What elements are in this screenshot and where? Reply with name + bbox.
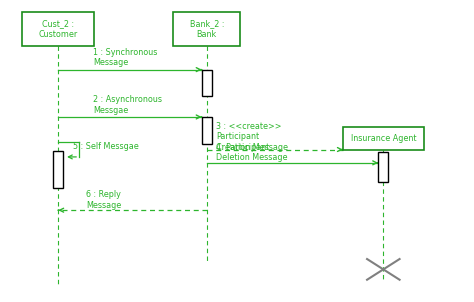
- Text: 5 : Self Messgae: 5 : Self Messgae: [73, 142, 139, 151]
- Bar: [378, 153, 388, 182]
- Text: 3 : <<create>>
Participant
Creation Message: 3 : <<create>> Participant Creation Mess…: [216, 122, 288, 152]
- Bar: [202, 117, 212, 143]
- Bar: [202, 69, 212, 96]
- Text: 2 : Asynchronous
Messgae: 2 : Asynchronous Messgae: [93, 95, 162, 115]
- Text: Insurance Agent: Insurance Agent: [351, 134, 416, 143]
- Text: 1 : Synchronous
Message: 1 : Synchronous Message: [93, 48, 157, 67]
- Text: 6 : Reply
Message: 6 : Reply Message: [86, 190, 121, 210]
- Bar: [22, 12, 94, 46]
- Text: Bank_2 :
Bank: Bank_2 : Bank: [190, 19, 224, 39]
- Text: 4: Participant
Deletion Message: 4: Participant Deletion Message: [216, 143, 288, 162]
- Text: Cust_2 :
Customer: Cust_2 : Customer: [38, 19, 78, 39]
- Bar: [343, 127, 424, 149]
- Bar: [173, 12, 240, 46]
- Bar: [53, 151, 63, 188]
